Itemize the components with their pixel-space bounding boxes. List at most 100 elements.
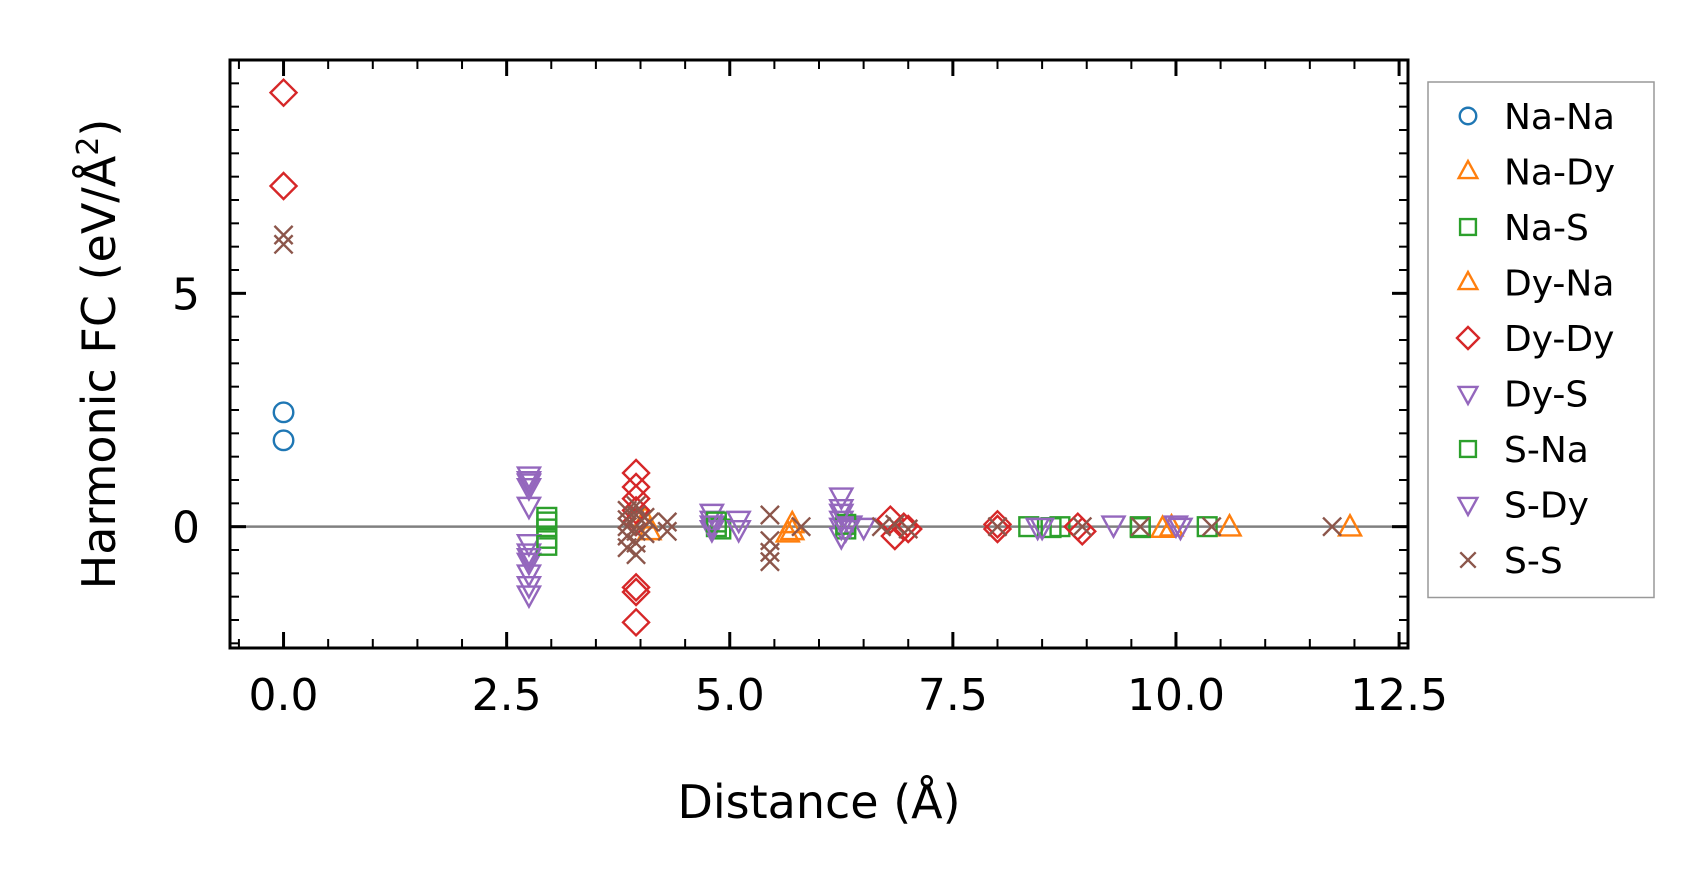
legend-item: S-S [1459,541,1563,582]
legend: Na-Na Na-Dy Na-S Dy-Na Dy-Dy Dy-S S-Na S-Dy S-S [1427,81,1655,599]
data-point [982,509,1013,540]
data-point [1029,517,1056,542]
x-tick-label: 10.0 [1127,670,1225,721]
data-point [1129,517,1151,539]
legend-item: Na-Na [1458,97,1615,138]
data-point [515,466,543,491]
data-point [515,478,543,502]
legend-label: Na-Dy [1504,153,1615,194]
legend-marker [1456,269,1480,291]
x-axis-label: Distance (Å) [677,775,960,829]
data-point [987,516,1008,537]
data-point [515,548,543,572]
legend-label: S-S [1504,541,1563,582]
x-tick-label: 7.5 [918,670,988,721]
data-point [515,564,543,589]
legend-marker [1456,385,1480,407]
data-point [272,401,295,424]
legend-label: Na-S [1504,208,1589,249]
data-point [889,511,919,542]
y-axis-label-superscript: 2 [71,137,106,156]
data-point [639,512,660,532]
data-points [268,77,1364,638]
legend-label: Dy-Dy [1504,319,1614,360]
data-point [1201,516,1222,537]
data-point [1100,515,1127,540]
data-point [982,514,1013,544]
x-tick-label: 0.0 [249,670,319,721]
data-point [828,503,855,528]
data-point [268,171,299,201]
data-point [1167,517,1194,542]
data-point [626,495,647,516]
data-point [621,577,651,607]
x-tick-labels: 0.0 2.5 5.0 7.5 10.0 12.5 [249,670,1449,721]
y-axis-label-text: Harmonic FC (eV/Å [72,155,126,589]
legend-item: Dy-S [1456,375,1588,416]
data-point [828,499,855,523]
y-tick-label: 5 [172,269,200,320]
data-point [1072,516,1093,537]
legend-item: S-Na [1458,430,1589,471]
data-point [635,523,655,544]
data-point [705,511,727,533]
data-point [621,607,651,638]
data-point [875,504,906,535]
data-point [1196,516,1218,538]
data-point [268,77,299,108]
data-point [272,429,295,452]
data-point [536,506,558,528]
legend-label: Dy-S [1504,375,1588,416]
data-point [621,572,651,603]
data-point [626,544,647,565]
data-point [273,225,294,245]
x-tick-label: 12.5 [1350,670,1448,721]
legend-item: Dy-Na [1456,264,1614,305]
data-point [657,512,678,532]
data-point [725,520,752,544]
legend-item: Na-S [1458,208,1589,249]
y-axis-label: Harmonic FC (eV/Å2) [71,119,127,590]
data-point [828,487,855,512]
data-point [515,585,543,610]
legend-label: Dy-Na [1504,264,1614,305]
legend-item: S-Dy [1456,486,1589,527]
legend-marker [1456,158,1480,180]
data-point [893,514,923,544]
data-point [898,519,919,539]
legend-item: Na-Dy [1456,153,1615,194]
x-tick-label: 5.0 [695,670,765,721]
series-s-s [273,225,1343,572]
y-tick-labels: 05 [172,269,200,553]
series-na-na [272,401,295,452]
data-point [515,471,543,495]
y-tick-label: 0 [172,503,200,554]
data-point [1067,516,1097,547]
data-point [515,552,543,577]
data-point [791,516,812,537]
axis-ticks [230,59,1408,648]
legend-label: S-Dy [1504,486,1589,527]
data-point [759,505,780,525]
legend-marker [1459,551,1477,569]
data-point [759,551,780,572]
legend-marker [1456,496,1480,518]
series-s-dy [515,471,1190,600]
legend-marker [1455,325,1481,351]
data-point [657,521,678,542]
data-point [1322,516,1343,537]
legend-item: Dy-Dy [1455,319,1614,360]
data-point [536,534,558,556]
legend-label: Na-Na [1504,97,1615,138]
data-point [884,514,905,535]
data-point [1130,516,1151,537]
data-point [1018,516,1040,538]
y-axis-label-close: ) [72,119,126,137]
data-point [850,517,877,542]
data-point [1216,512,1243,537]
data-point [1158,512,1185,537]
legend-marker [1458,106,1478,126]
legend-marker [1458,217,1478,237]
data-point [1149,514,1176,538]
